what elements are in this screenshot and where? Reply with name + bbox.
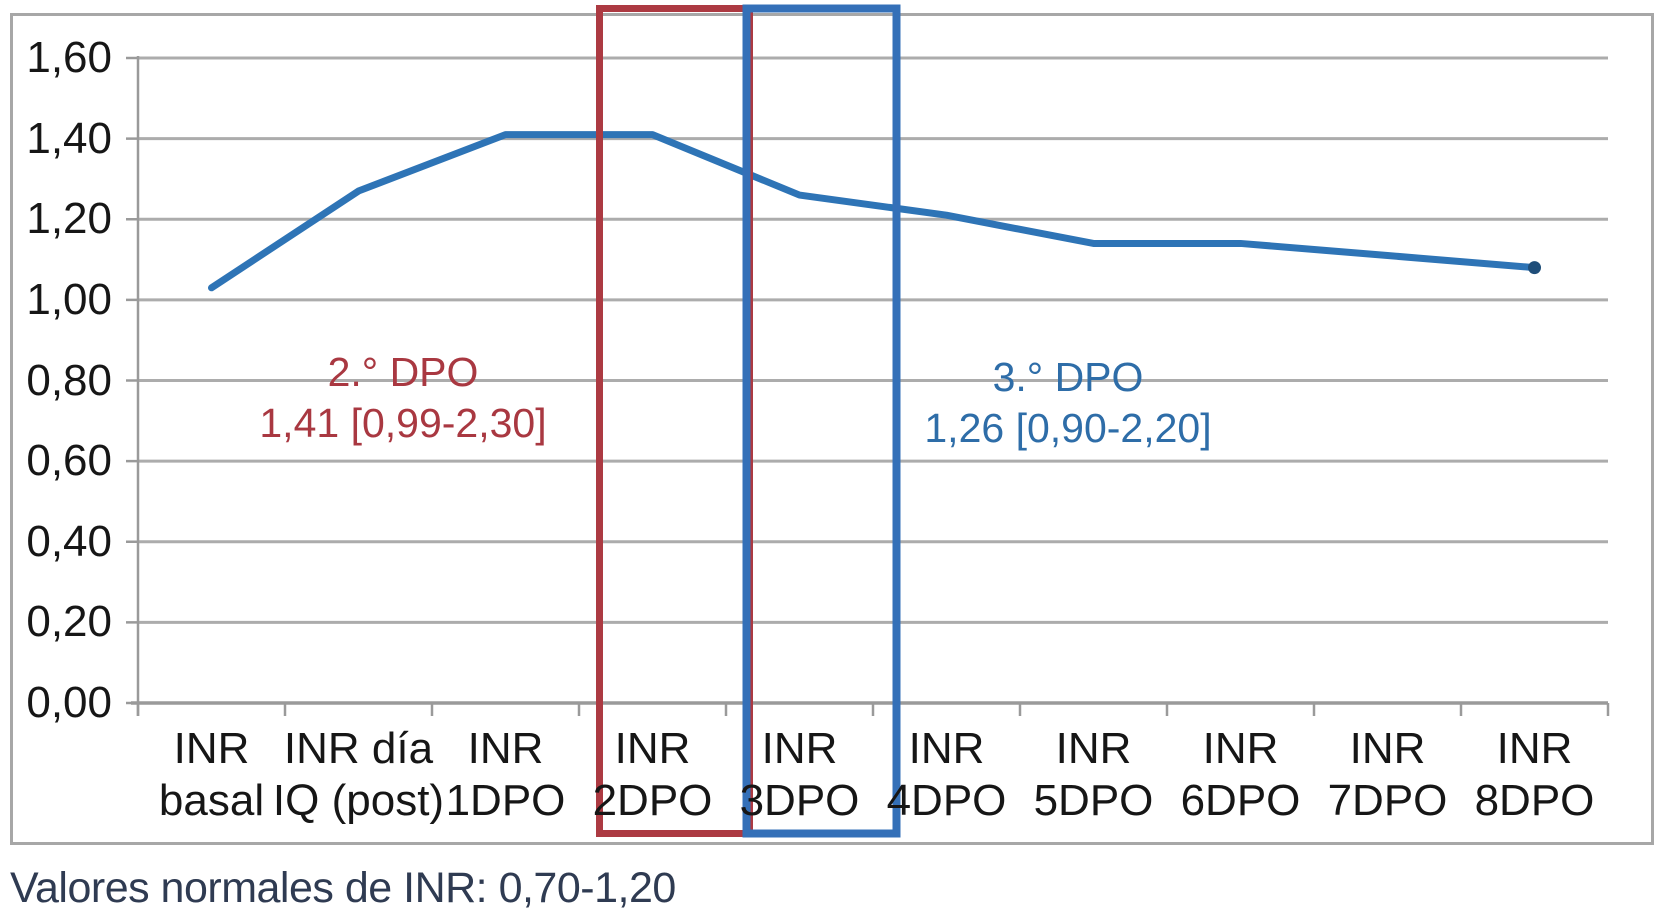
x-axis-label-line1: INR día bbox=[283, 724, 434, 773]
annotation-3dpo: 3.° DPO 1,26 [0,90-2,20] bbox=[924, 352, 1211, 454]
x-axis-label-line2: 5DPO bbox=[1033, 776, 1154, 825]
x-axis-label-line2: 6DPO bbox=[1180, 776, 1301, 825]
x-axis-category-label: INR basal bbox=[102, 723, 322, 827]
x-axis-category-label: INR 1DPO bbox=[396, 723, 616, 827]
annotation-2dpo-title: 2.° DPO bbox=[327, 349, 479, 395]
annotation-2dpo-value: 1,41 [0,99-2,30] bbox=[259, 400, 547, 446]
annotation-2dpo: 2.° DPO 1,41 [0,99-2,30] bbox=[259, 347, 546, 449]
inr-series-line bbox=[208, 131, 1538, 292]
x-axis-label-line1: INR bbox=[467, 724, 544, 773]
y-axis-tick-label: 0,00 bbox=[26, 678, 112, 727]
x-axis-label-line1: INR bbox=[173, 724, 250, 773]
x-axis-category-label: INR 5DPO bbox=[984, 723, 1204, 827]
x-axis-category-label: INR 6DPO bbox=[1131, 723, 1351, 827]
x-axis-label-line1: INR bbox=[1496, 724, 1573, 773]
y-axis-tick-label: 0,80 bbox=[26, 355, 112, 405]
x-axis-label-line2: IQ (post) bbox=[272, 776, 445, 825]
x-axis-label-line1: INR bbox=[614, 724, 691, 773]
x-axis-label-line2: 8DPO bbox=[1474, 776, 1595, 825]
x-axis-label-line2: basal bbox=[158, 776, 265, 825]
x-axis-label-line1: INR bbox=[908, 724, 985, 773]
x-axis-label-line2: 1DPO bbox=[445, 776, 566, 825]
x-axis-category-label: INR día IQ (post) bbox=[249, 723, 469, 827]
series-endpoint-marker bbox=[1528, 261, 1541, 275]
x-axis-label-line2: 3DPO bbox=[739, 776, 860, 825]
x-axis-label-line2: 7DPO bbox=[1327, 776, 1448, 825]
x-axis-label-line2: 4DPO bbox=[886, 776, 1007, 825]
annotation-3dpo-value: 1,26 [0,90-2,20] bbox=[924, 405, 1212, 451]
y-axis-tick-label: 0,20 bbox=[26, 597, 112, 647]
x-axis-label-line1: INR bbox=[761, 724, 838, 773]
x-axis-label-line1: INR bbox=[1202, 724, 1279, 773]
normal-values-note: Valores normales de INR: 0,70-1,20 bbox=[10, 864, 676, 912]
annotation-3dpo-title: 3.° DPO bbox=[992, 354, 1144, 400]
x-axis-category-label: INR 2DPO bbox=[543, 723, 763, 827]
highlight-box-inr-3dpo bbox=[742, 4, 901, 838]
y-axis-tick-label: 0,60 bbox=[26, 436, 112, 486]
x-axis-label-line1: INR bbox=[1055, 724, 1132, 773]
y-axis-tick-label: 0,40 bbox=[26, 516, 112, 566]
y-axis-tick-label: 1,20 bbox=[26, 194, 112, 244]
x-axis-label-line2: 2DPO bbox=[592, 776, 713, 825]
x-axis-category-label: INR 7DPO bbox=[1278, 723, 1498, 827]
x-axis-category-label: INR 4DPO bbox=[837, 723, 1057, 827]
x-axis-category-label: INR 8DPO bbox=[1425, 723, 1645, 827]
x-axis-label-line1: INR bbox=[1349, 724, 1426, 773]
y-axis-tick-label: 1,00 bbox=[26, 274, 112, 324]
x-axis-category-label: INR 3DPO bbox=[690, 723, 910, 827]
y-axis-tick-label: 1,40 bbox=[26, 113, 112, 163]
y-axis-tick-label: 1,60 bbox=[26, 33, 112, 82]
